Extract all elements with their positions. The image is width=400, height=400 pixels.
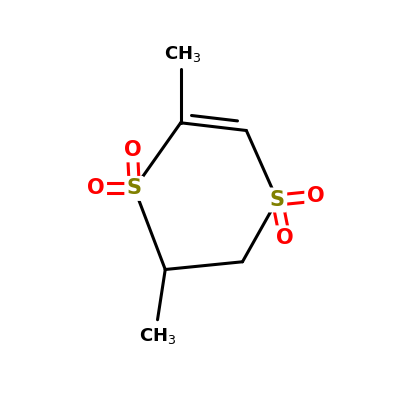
Text: O: O (87, 178, 104, 198)
Text: O: O (124, 140, 141, 160)
Text: S: S (127, 178, 142, 198)
Text: CH$_3$: CH$_3$ (164, 44, 201, 64)
Text: CH$_3$: CH$_3$ (139, 326, 176, 346)
Text: O: O (276, 228, 294, 248)
Text: S: S (270, 190, 285, 210)
Text: O: O (307, 186, 324, 206)
